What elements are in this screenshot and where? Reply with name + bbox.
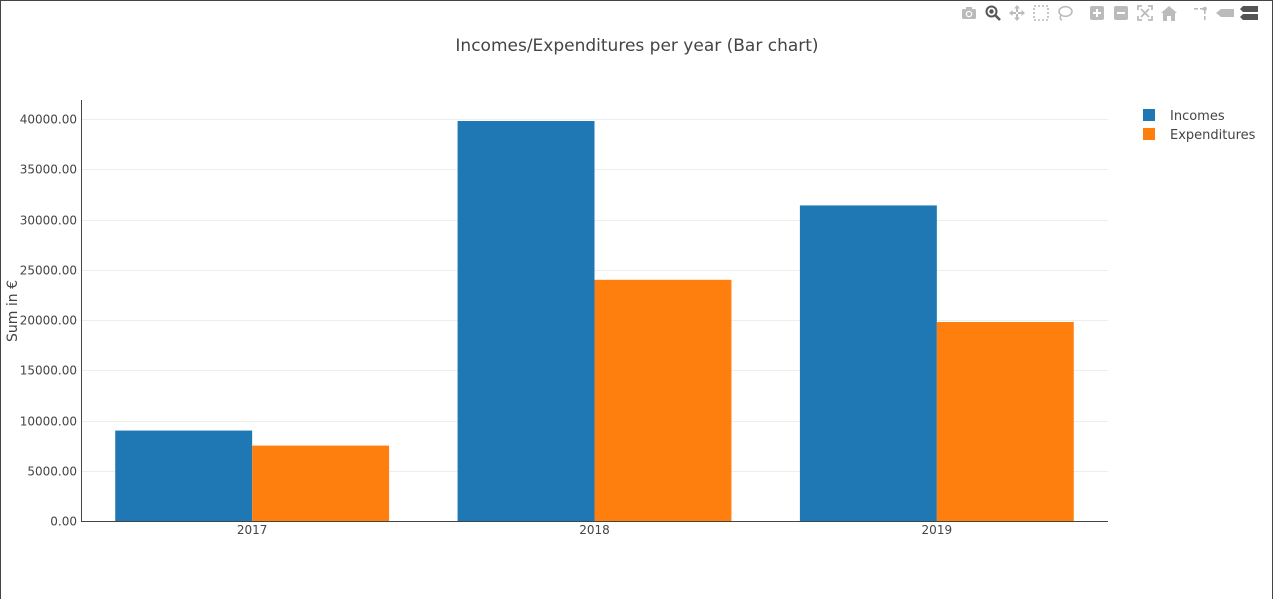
reset-axes-icon[interactable] bbox=[1160, 4, 1178, 22]
axes bbox=[81, 100, 1108, 522]
legend: Incomes Expenditures bbox=[1143, 109, 1256, 143]
y-tick-label: 20000.00 bbox=[20, 314, 77, 328]
y-tick-label: 15000.00 bbox=[20, 364, 77, 378]
legend-label[interactable]: Incomes bbox=[1170, 109, 1225, 124]
bar-incomes-2019[interactable] bbox=[799, 205, 937, 521]
zoom-in-icon[interactable] bbox=[1088, 4, 1106, 22]
y-axis-title: Sum in € bbox=[5, 280, 21, 342]
y-tick-label: 35000.00 bbox=[20, 163, 77, 177]
legend-swatch[interactable] bbox=[1143, 109, 1155, 121]
y-tick-label: 25000.00 bbox=[20, 264, 77, 278]
autoscale-icon[interactable] bbox=[1136, 4, 1154, 22]
legend-label[interactable]: Expenditures bbox=[1170, 128, 1256, 143]
y-tick-label: 30000.00 bbox=[20, 214, 77, 228]
x-tick-label: 2018 bbox=[579, 523, 610, 537]
y-tick-labels: 0.00 5000.00 10000.00 15000.00 20000.00 25000… bbox=[20, 113, 77, 529]
bar-expenditures-2019[interactable] bbox=[936, 322, 1074, 521]
hover-closest-icon[interactable] bbox=[1216, 4, 1234, 22]
bar-incomes-2017[interactable] bbox=[115, 430, 253, 521]
box-select-icon[interactable] bbox=[1032, 4, 1050, 22]
modebar bbox=[960, 4, 1264, 22]
zoom-out-icon[interactable] bbox=[1112, 4, 1130, 22]
x-tick-label: 2019 bbox=[922, 523, 953, 537]
x-tick-labels: 2017 2018 2019 bbox=[237, 523, 952, 537]
x-tick-label: 2017 bbox=[237, 523, 268, 537]
y-tick-label: 5000.00 bbox=[27, 465, 77, 479]
y-tick-label: 10000.00 bbox=[20, 415, 77, 429]
y-tick-label: 0.00 bbox=[50, 515, 77, 529]
camera-icon[interactable] bbox=[960, 4, 978, 22]
hover-compare-icon[interactable] bbox=[1240, 4, 1258, 22]
y-tick-label: 40000.00 bbox=[20, 113, 77, 127]
legend-swatch[interactable] bbox=[1143, 128, 1155, 140]
chart-title: Incomes/Expenditures per year (Bar chart… bbox=[455, 36, 818, 56]
spike-lines-icon[interactable] bbox=[1192, 4, 1210, 22]
bars bbox=[115, 121, 1074, 521]
pan-icon[interactable] bbox=[1008, 4, 1026, 22]
bar-expenditures-2017[interactable] bbox=[252, 445, 390, 521]
lasso-select-icon[interactable] bbox=[1056, 4, 1074, 22]
zoom-icon[interactable] bbox=[984, 4, 1002, 22]
bar-expenditures-2018[interactable] bbox=[594, 279, 732, 521]
bar-incomes-2018[interactable] bbox=[457, 121, 595, 521]
